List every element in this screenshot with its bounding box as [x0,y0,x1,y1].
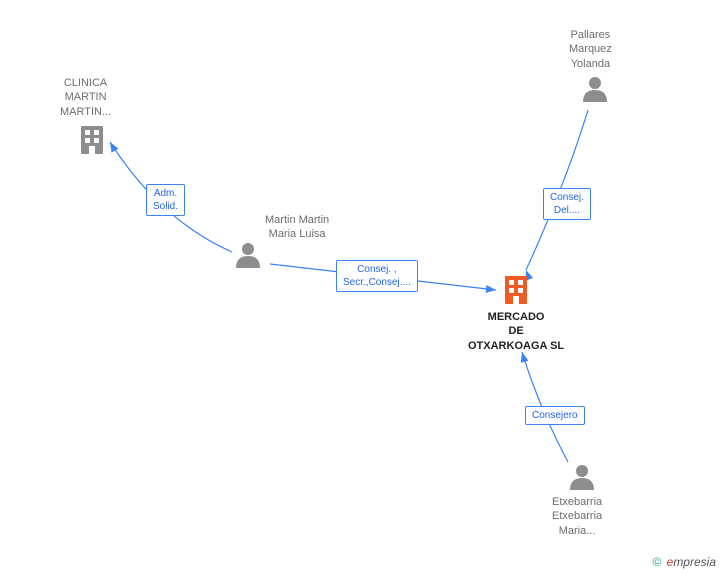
edge-label-adm-solid: Adm. Solid. [146,184,185,216]
person-icon [236,243,260,268]
node-pallares[interactable]: Pallares Marquez Yolanda [569,28,612,71]
node-clinica[interactable]: CLINICA MARTIN MARTIN... [60,76,111,119]
node-label: Etxebarria Etxebarria Maria... [552,495,602,538]
node-label: Martin Martin Maria Luisa [265,213,329,242]
node-label: MERCADO DE OTXARKOAGA SL [468,310,564,353]
node-label: Pallares Marquez Yolanda [569,28,612,71]
watermark-rest: mpresia [673,555,716,569]
watermark: © empresia [652,555,716,569]
node-mercado[interactable]: MERCADO DE OTXARKOAGA SL [468,310,564,353]
copyright-symbol: © [652,555,661,569]
node-martin[interactable]: Martin Martin Maria Luisa [265,213,329,242]
edge-label-consejero: Consejero [525,406,585,425]
building-icon [81,126,103,154]
building-icon [505,276,527,304]
node-label: CLINICA MARTIN MARTIN... [60,76,111,119]
person-icon [583,77,607,102]
node-etxebarria[interactable]: Etxebarria Etxebarria Maria... [552,495,602,538]
edge-label-consej-del: Consej. Del.... [543,188,591,220]
person-icon [570,465,594,490]
edge-label-consej-secr: Consej. , Secr.,Consej.... [336,260,418,292]
